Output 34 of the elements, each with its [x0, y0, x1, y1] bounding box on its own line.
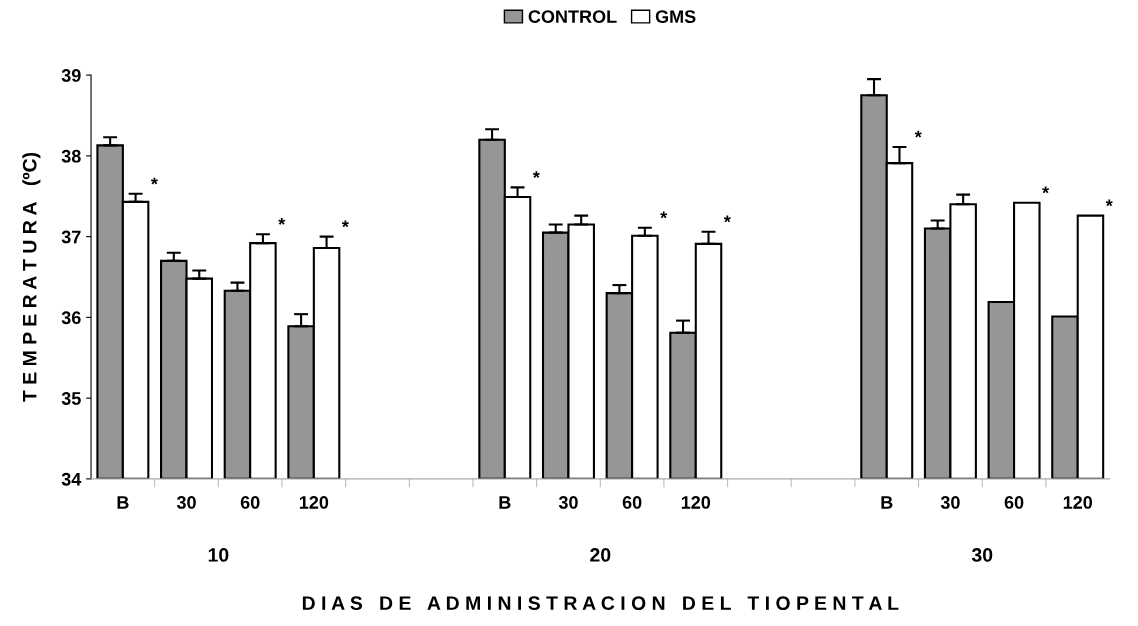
x-tick-label: B: [117, 496, 129, 509]
data-label: *: [150, 177, 158, 185]
x-tick-label: B: [499, 496, 511, 509]
y-tick-label: 37: [61, 230, 81, 244]
y-axis-title: T E M P E R A T U R A (ºC): [22, 152, 41, 402]
legend-label: CONTROL: [528, 10, 617, 23]
y-tick-label: 38: [61, 149, 81, 163]
y-tick-label: 35: [61, 392, 81, 405]
x-tick-label: 60: [1004, 496, 1024, 509]
x-tick-label: 120: [1063, 496, 1093, 509]
x-tick-label: B: [881, 496, 893, 509]
data-label: *: [278, 218, 286, 225]
legend-label: GMS: [655, 10, 696, 23]
x-tick-label: 30: [176, 496, 196, 509]
x-axis-title: D I A S D E A D M I N I S T R A C I O N D E L T I O P E N T A L: [302, 596, 899, 610]
data-label: *: [1105, 199, 1113, 207]
x-tick-label: 30: [940, 496, 960, 509]
text: 30: [971, 548, 993, 562]
x-tick-label: 120: [299, 496, 329, 509]
data-label: *: [660, 211, 668, 219]
y-tick-label: 39: [61, 69, 81, 82]
x-tick-label: 60: [240, 496, 260, 509]
x-tick-label: 60: [622, 496, 642, 509]
data-label: *: [723, 215, 731, 223]
y-tick-label: 34: [61, 472, 82, 486]
y-tick-label: 36: [61, 311, 81, 325]
data-label: *: [532, 171, 540, 178]
data-label: *: [1042, 186, 1050, 194]
text: 20: [590, 548, 611, 562]
x-tick-label: 120: [681, 496, 711, 509]
text: 10: [208, 548, 229, 562]
data-label: *: [341, 220, 349, 228]
x-tick-label: 30: [558, 496, 578, 509]
data-label: *: [914, 130, 922, 138]
